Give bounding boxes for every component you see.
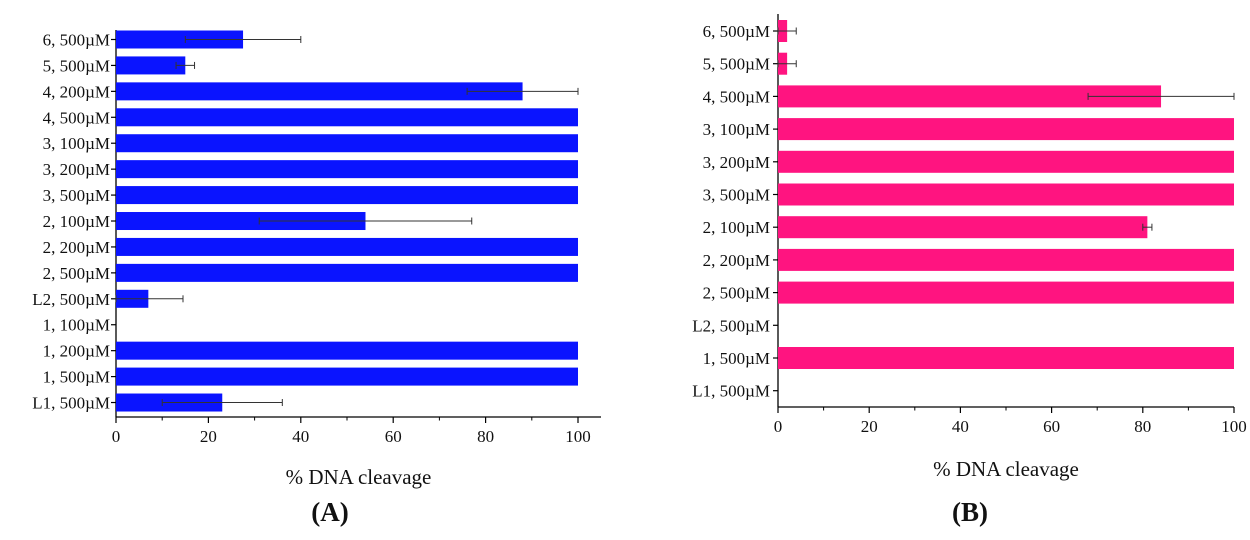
- bar-b: [778, 85, 1162, 108]
- category-label-a: 4, 500µM: [43, 108, 110, 127]
- category-label-b: 3, 100µM: [703, 120, 770, 139]
- bar-b: [778, 216, 1148, 239]
- bar-a: [116, 341, 578, 360]
- category-label-b: 2, 200µM: [703, 251, 770, 270]
- x-tick-label-b: 20: [861, 417, 878, 436]
- bar-a: [116, 56, 186, 75]
- bar-a: [116, 134, 578, 153]
- bar-b: [778, 281, 1234, 304]
- category-label-a: 6, 500µM: [43, 31, 110, 50]
- bar-b: [778, 150, 1234, 173]
- category-label-a: 2, 500µM: [43, 264, 110, 283]
- category-label-b: L1, 500µM: [692, 382, 770, 401]
- category-label-b: 3, 500µM: [703, 186, 770, 205]
- category-label-b: 1, 500µM: [703, 349, 770, 368]
- bar-a: [116, 108, 578, 127]
- bar-a: [116, 160, 578, 179]
- category-label-b: 5, 500µM: [703, 55, 770, 74]
- bar-a: [116, 30, 244, 49]
- bar-a: [116, 263, 578, 282]
- bar-b: [778, 183, 1234, 206]
- panel-label-b: (B): [952, 497, 988, 527]
- x-tick-label-b: 60: [1043, 417, 1060, 436]
- x-axis-title-b: % DNA cleavage: [933, 457, 1079, 481]
- bar-b: [778, 118, 1234, 141]
- category-label-a: 3, 100µM: [43, 134, 110, 153]
- category-label-a: 4, 200µM: [43, 82, 110, 101]
- x-tick-label-a: 60: [385, 427, 402, 446]
- bar-a: [116, 237, 578, 256]
- category-label-b: 2, 100µM: [703, 218, 770, 237]
- x-tick-label-b: 0: [774, 417, 783, 436]
- bar-a: [116, 82, 523, 101]
- category-label-b: 6, 500µM: [703, 22, 770, 41]
- x-tick-label-a: 0: [112, 427, 121, 446]
- category-label-b: 3, 200µM: [703, 153, 770, 172]
- bar-a: [116, 186, 578, 205]
- category-label-a: 3, 200µM: [43, 160, 110, 179]
- x-tick-label-b: 40: [952, 417, 969, 436]
- x-tick-label-b: 80: [1134, 417, 1151, 436]
- x-tick-label-a: 100: [565, 427, 591, 446]
- x-tick-label-b: 100: [1221, 417, 1247, 436]
- bar-a: [116, 212, 366, 231]
- category-label-b: 2, 500µM: [703, 284, 770, 303]
- bar-b: [778, 248, 1234, 271]
- category-label-a: L2, 500µM: [32, 290, 110, 309]
- panel-label-a: (A): [311, 497, 348, 527]
- category-label-a: 1, 100µM: [43, 316, 110, 335]
- x-tick-label-a: 20: [200, 427, 217, 446]
- category-label-a: 2, 100µM: [43, 212, 110, 231]
- category-label-a: 1, 500µM: [43, 368, 110, 387]
- x-tick-label-a: 40: [292, 427, 309, 446]
- category-label-a: 3, 500µM: [43, 186, 110, 205]
- bar-b: [778, 347, 1234, 369]
- category-label-a: 1, 200µM: [43, 342, 110, 361]
- x-tick-label-a: 80: [477, 427, 494, 446]
- category-label-b: 4, 500µM: [703, 87, 770, 106]
- x-axis-title-a: % DNA cleavage: [286, 465, 432, 489]
- category-label-b: L2, 500µM: [692, 316, 770, 335]
- category-label-a: L1, 500µM: [32, 394, 110, 413]
- bar-a: [116, 367, 578, 386]
- category-label-a: 2, 200µM: [43, 238, 110, 257]
- category-label-a: 5, 500µM: [43, 56, 110, 75]
